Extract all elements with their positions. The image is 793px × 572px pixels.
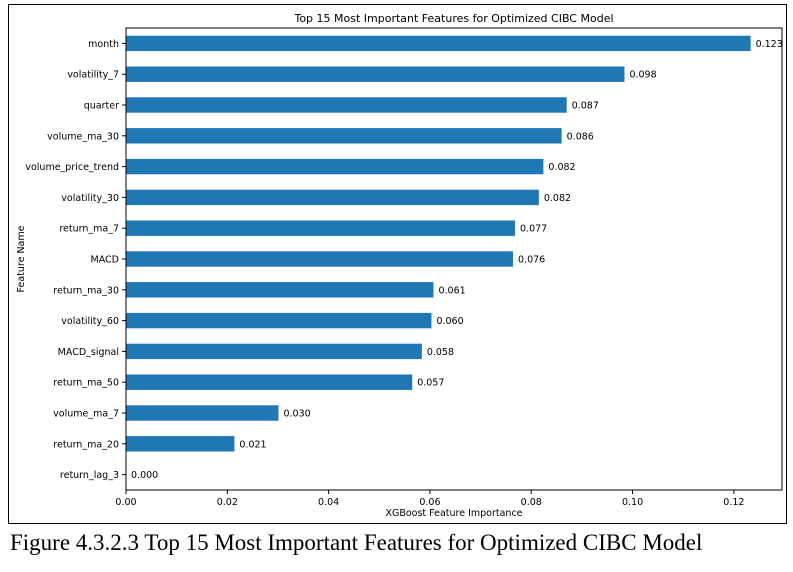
figure-caption: Figure 4.3.2.3 Top 15 Most Important Fea… <box>10 530 703 555</box>
x-tick-label: 0.02 <box>217 497 238 508</box>
y-tick-label: MACD <box>91 255 119 266</box>
data-label: 0.057 <box>417 378 444 389</box>
x-ticks: 0.00 0.02 0.04 0.06 0.08 0.10 0.12 <box>115 490 744 508</box>
y-tick-label: volume_price_trend <box>25 162 119 173</box>
bar-volume_ma_30 <box>126 128 562 144</box>
y-tick-label: volatility_30 <box>61 193 119 204</box>
bar-return_ma_50 <box>126 374 413 390</box>
x-tick-label: 0.10 <box>622 497 643 508</box>
bar-quarter <box>126 97 567 113</box>
data-label: 0.098 <box>629 70 656 81</box>
bar-volume_price_trend <box>126 158 544 175</box>
bar-volatility_30 <box>126 189 539 206</box>
y-tick-label: return_ma_50 <box>53 378 119 389</box>
x-tick-label: 0.12 <box>723 497 744 508</box>
data-label: 0.123 <box>756 39 783 50</box>
y-tick-label: return_ma_30 <box>53 285 119 296</box>
data-label: 0.082 <box>548 162 575 173</box>
plot-area-frame <box>125 27 783 491</box>
bar-volume_ma_7 <box>126 405 279 421</box>
data-label: 0.021 <box>239 439 266 450</box>
bar-return_ma_30 <box>126 282 434 298</box>
bar-return_ma_7 <box>126 220 516 236</box>
y-tick-label: MACD_signal <box>58 347 119 358</box>
data-label: 0.061 <box>438 285 465 296</box>
data-label: 0.058 <box>427 347 454 358</box>
data-label: 0.086 <box>567 131 594 142</box>
data-labels: 0.123 0.098 0.087 0.086 0.082 0.082 0.077 0.076… <box>131 39 783 481</box>
y-tick-label: quarter <box>84 101 119 112</box>
bars-layer <box>126 35 751 452</box>
y-tick-label: return_lag_3 <box>60 470 119 481</box>
x-tick-label: 0.04 <box>318 497 339 508</box>
data-label: 0.000 <box>131 470 158 481</box>
data-label: 0.077 <box>520 224 547 235</box>
data-label: 0.060 <box>436 316 463 327</box>
y-axis-label: Feature Name <box>16 225 27 292</box>
x-axis-label: XGBoost Feature Importance <box>385 508 522 519</box>
y-tick-label: volume_ma_7 <box>53 409 119 420</box>
y-tick-label: volume_ma_30 <box>47 131 119 142</box>
bar-volatility_60 <box>126 312 432 329</box>
data-label: 0.076 <box>518 255 545 266</box>
data-label: 0.082 <box>544 193 571 204</box>
bar-volatility_7 <box>126 66 625 82</box>
y-tick-label: volatility_60 <box>61 316 119 327</box>
bar-return_ma_20 <box>126 436 235 452</box>
y-tick-label: return_ma_7 <box>59 224 119 235</box>
chart: Top 15 Most Important Features for Optim… <box>16 12 783 519</box>
chart-title: Top 15 Most Important Features for Optim… <box>293 12 613 25</box>
data-label: 0.030 <box>283 409 310 420</box>
x-tick-label: 0.08 <box>521 497 542 508</box>
y-tick-label: return_ma_20 <box>53 439 119 450</box>
data-label: 0.087 <box>572 101 599 112</box>
y-tick-label: volatility_7 <box>67 70 119 81</box>
y-tick-label: month <box>88 39 119 50</box>
x-tick-label: 0.06 <box>419 497 440 508</box>
bar-MACD <box>126 251 514 267</box>
bar-month <box>126 35 751 52</box>
x-tick-label: 0.00 <box>115 497 136 508</box>
bar-MACD_signal <box>126 343 422 360</box>
